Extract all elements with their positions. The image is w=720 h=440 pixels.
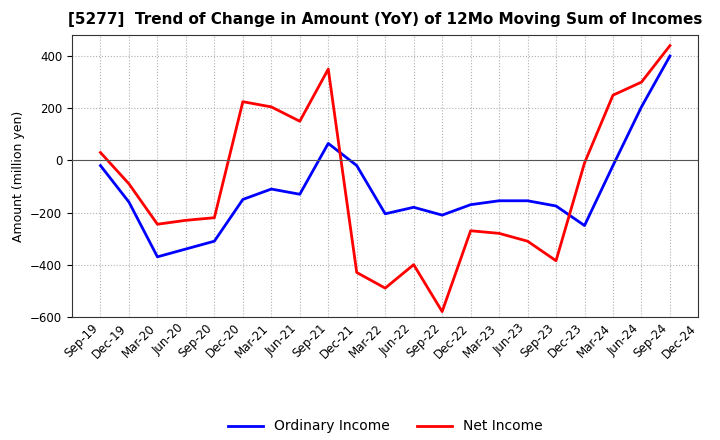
Ordinary Income <box>467 202 475 207</box>
Net Income <box>153 222 162 227</box>
Net Income <box>267 104 276 110</box>
Ordinary Income <box>410 205 418 210</box>
Ordinary Income <box>580 223 589 228</box>
Ordinary Income <box>608 163 617 168</box>
Ordinary Income <box>210 238 219 244</box>
Ordinary Income <box>495 198 503 203</box>
Net Income <box>352 270 361 275</box>
Net Income <box>637 80 646 85</box>
Net Income <box>523 238 532 244</box>
Y-axis label: Amount (million yen): Amount (million yen) <box>12 110 24 242</box>
Ordinary Income <box>552 203 560 209</box>
Net Income <box>295 119 304 124</box>
Net Income <box>495 231 503 236</box>
Net Income <box>438 309 446 314</box>
Net Income <box>580 160 589 165</box>
Net Income <box>238 99 247 104</box>
Line: Net Income: Net Income <box>101 46 670 312</box>
Net Income <box>410 262 418 267</box>
Net Income <box>210 215 219 220</box>
Net Income <box>125 181 133 187</box>
Ordinary Income <box>153 254 162 260</box>
Ordinary Income <box>267 187 276 192</box>
Ordinary Income <box>637 104 646 110</box>
Ordinary Income <box>181 246 190 252</box>
Ordinary Income <box>523 198 532 203</box>
Net Income <box>181 218 190 223</box>
Net Income <box>324 66 333 72</box>
Ordinary Income <box>352 163 361 168</box>
Ordinary Income <box>324 141 333 146</box>
Net Income <box>96 150 105 155</box>
Net Income <box>381 286 390 291</box>
Ordinary Income <box>295 191 304 197</box>
Net Income <box>552 258 560 264</box>
Ordinary Income <box>438 213 446 218</box>
Net Income <box>665 43 674 48</box>
Line: Ordinary Income: Ordinary Income <box>101 56 670 257</box>
Title: [5277]  Trend of Change in Amount (YoY) of 12Mo Moving Sum of Incomes: [5277] Trend of Change in Amount (YoY) o… <box>68 12 703 27</box>
Ordinary Income <box>96 163 105 168</box>
Ordinary Income <box>381 211 390 216</box>
Legend: Ordinary Income, Net Income: Ordinary Income, Net Income <box>222 414 548 439</box>
Ordinary Income <box>665 53 674 59</box>
Net Income <box>467 228 475 233</box>
Ordinary Income <box>238 197 247 202</box>
Ordinary Income <box>125 199 133 205</box>
Net Income <box>608 92 617 98</box>
